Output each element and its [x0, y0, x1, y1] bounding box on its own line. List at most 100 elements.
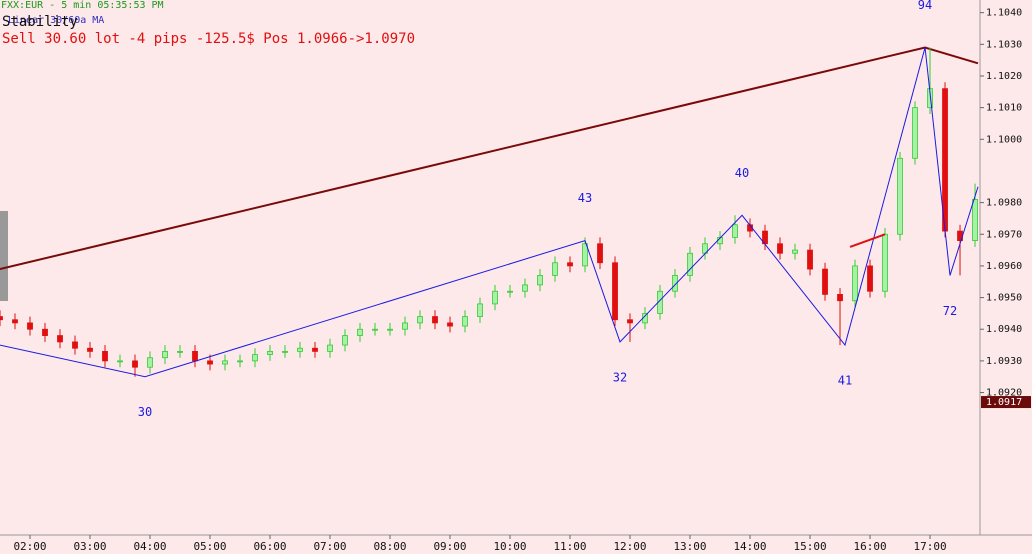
indicator-label: Linear 30/60a MA	[8, 15, 104, 26]
candle-body	[432, 316, 438, 324]
candle-body	[522, 284, 528, 292]
x-tick-label: 07:00	[313, 540, 346, 553]
candle-body	[852, 265, 858, 302]
candle-body	[147, 357, 153, 368]
candle-body	[837, 294, 843, 302]
candle-body	[252, 354, 258, 362]
x-tick-label: 15:00	[793, 540, 826, 553]
candle-body	[267, 350, 273, 355]
candle-body	[72, 341, 78, 349]
candle-body	[0, 316, 3, 321]
candle-body	[867, 265, 873, 292]
candle-body	[822, 268, 828, 295]
candle-body	[882, 233, 888, 292]
candle-body	[897, 157, 903, 235]
zigzag-label: 41	[838, 374, 852, 388]
y-tick-label: 1.1010	[986, 103, 1022, 114]
x-tick-label: 08:00	[373, 540, 406, 553]
candle-body	[507, 290, 513, 293]
side-tab	[0, 211, 8, 301]
candle-body	[477, 303, 483, 317]
zigzag-label: 72	[943, 304, 957, 318]
candle-body	[12, 319, 18, 324]
y-tick-label: 1.0960	[986, 261, 1022, 272]
y-tick-label: 1.0940	[986, 324, 1022, 335]
candle-body	[42, 328, 48, 336]
candle-body	[162, 350, 168, 359]
y-tick-label: 1.0970	[986, 229, 1022, 240]
candle-body	[237, 360, 243, 363]
last-price-box	[981, 396, 1031, 409]
candle-body	[807, 249, 813, 270]
last-price-label: 1.0917	[986, 397, 1022, 408]
x-tick-label: 14:00	[733, 540, 766, 553]
candle-body	[132, 360, 138, 368]
candle-body	[192, 350, 198, 362]
candle-body	[972, 199, 978, 241]
candle-body	[342, 335, 348, 346]
candle-body	[357, 328, 363, 336]
zigzag-label: 43	[578, 191, 592, 205]
candle-body	[537, 275, 543, 286]
candle-body	[732, 224, 738, 238]
candle-body	[567, 262, 573, 267]
zigzag-line	[0, 47, 979, 378]
y-tick-label: 1.1040	[986, 8, 1022, 19]
x-tick-label: 13:00	[673, 540, 706, 553]
y-tick-label: 1.1020	[986, 71, 1022, 82]
x-tick-label: 17:00	[913, 540, 946, 553]
candle-body	[312, 347, 318, 352]
candle-body	[207, 360, 213, 365]
chart-title: Stability	[2, 14, 78, 30]
position-line	[849, 233, 886, 248]
x-tick-label: 06:00	[253, 540, 286, 553]
x-tick-label: 16:00	[853, 540, 886, 553]
candle-body	[27, 322, 33, 330]
candle-body	[792, 249, 798, 254]
candle-body	[552, 262, 558, 276]
candle-body	[372, 328, 378, 331]
candle-body	[672, 275, 678, 292]
zigzag-label: 32	[613, 370, 627, 384]
candle-body	[912, 107, 918, 159]
zigzag-label: 94	[918, 0, 932, 12]
x-tick-label: 02:00	[13, 540, 46, 553]
trend-line	[0, 46, 979, 271]
candle-body	[612, 262, 618, 321]
y-tick-label: 1.0920	[986, 388, 1022, 399]
x-tick-label: 09:00	[433, 540, 466, 553]
y-tick-label: 1.0950	[986, 293, 1022, 304]
candle-body	[447, 322, 453, 327]
candle-body	[222, 360, 228, 365]
symbol-line: FXX:EUR - 5 min 05:35:53 PM	[1, 0, 164, 11]
x-tick-label: 04:00	[133, 540, 166, 553]
candle-body	[417, 316, 423, 324]
candle-body	[282, 350, 288, 353]
x-tick-label: 12:00	[613, 540, 646, 553]
candle-body	[177, 350, 183, 353]
candle-body	[777, 243, 783, 254]
zigzag-label: 30	[138, 405, 152, 419]
candle-body	[87, 347, 93, 352]
candle-body	[297, 347, 303, 352]
candle-body	[117, 360, 123, 363]
x-tick-label: 10:00	[493, 540, 526, 553]
candle-body	[387, 328, 393, 331]
y-tick-label: 1.0930	[986, 356, 1022, 367]
candle-body	[57, 335, 63, 343]
trade-annotation: Sell 30.60 lot -4 pips -125.5$ Pos 1.096…	[2, 31, 415, 47]
candle-body	[582, 243, 588, 267]
y-tick-label: 1.0980	[986, 198, 1022, 209]
candle-body	[597, 243, 603, 264]
candle-body	[462, 316, 468, 327]
zigzag-label: 40	[735, 166, 749, 180]
candle-body	[402, 322, 408, 330]
x-tick-label: 05:00	[193, 540, 226, 553]
y-tick-label: 1.1000	[986, 134, 1022, 145]
candle-body	[327, 344, 333, 352]
candle-body	[687, 252, 693, 276]
x-tick-label: 03:00	[73, 540, 106, 553]
x-tick-label: 11:00	[553, 540, 586, 553]
y-tick-label: 1.1030	[986, 39, 1022, 50]
